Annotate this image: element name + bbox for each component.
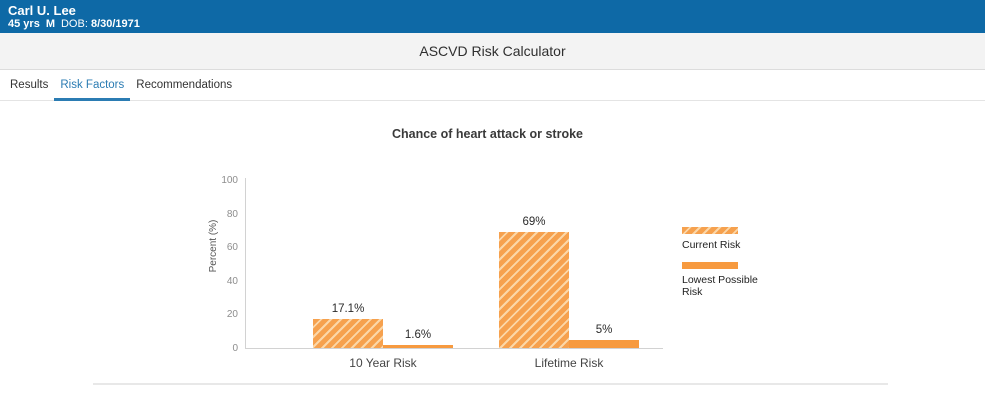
bar-value-label: 17.1% <box>331 303 365 315</box>
y-tick-label: 0 <box>232 343 238 354</box>
x-category-label: 10 Year Risk <box>349 356 417 370</box>
patient-sex: M <box>45 18 55 30</box>
lowest-possible-risk-swatch <box>682 262 738 269</box>
y-tick-label: 80 <box>226 208 238 220</box>
bar-solid-lifetime-risk <box>569 340 639 348</box>
bar-hatched-lifetime-risk <box>499 232 569 348</box>
dob-label: DOB: <box>60 18 88 30</box>
patient-banner: Carl U. Lee 45 yrs M DOB: 8/30/1971 <box>0 0 985 33</box>
bar-hatched-10-year-risk <box>313 319 383 348</box>
tab-recommendations[interactable]: Recommendations <box>136 79 233 91</box>
patient-name: Carl U. Lee <box>8 3 76 18</box>
bar-value-label: 69% <box>522 216 546 228</box>
bar-value-label: 5% <box>595 324 613 336</box>
tab-bar: Results Risk Factors Recommendations <box>0 71 985 101</box>
bar-solid-10-year-risk <box>383 345 453 348</box>
tab-results[interactable]: Results <box>10 79 49 91</box>
legend-label-current-risk: Current Risk <box>682 239 741 251</box>
patient-age: 45 yrs <box>8 18 40 30</box>
x-axis-line <box>245 348 663 349</box>
legend-entry-current-risk: Current Risk <box>682 227 758 251</box>
bar-value-label: 1.6% <box>404 329 432 341</box>
legend-label-lowest-possible-risk: Lowest Possible Risk <box>682 274 758 298</box>
x-category-label: Lifetime Risk <box>534 356 604 370</box>
tab-risk-factors[interactable]: Risk Factors <box>54 71 131 101</box>
patient-dob: 8/30/1971 <box>90 18 140 30</box>
current-risk-swatch <box>682 227 738 234</box>
page-title: ASCVD Risk Calculator <box>419 43 566 59</box>
y-tick-label: 40 <box>226 275 238 287</box>
y-tick-label: 20 <box>226 309 238 321</box>
chart-title: Chance of heart attack or stroke <box>391 127 584 141</box>
patient-demographics: 45 yrs M DOB: 8/30/1971 <box>8 18 985 31</box>
bottom-divider <box>93 383 888 385</box>
app-title-bar: ASCVD Risk Calculator <box>0 33 985 70</box>
y-tick-label: 60 <box>226 242 238 254</box>
legend-entry-lowest-possible-risk: Lowest Possible Risk <box>682 262 758 298</box>
y-axis-line <box>245 178 246 349</box>
y-tick-label: 100 <box>221 175 238 186</box>
